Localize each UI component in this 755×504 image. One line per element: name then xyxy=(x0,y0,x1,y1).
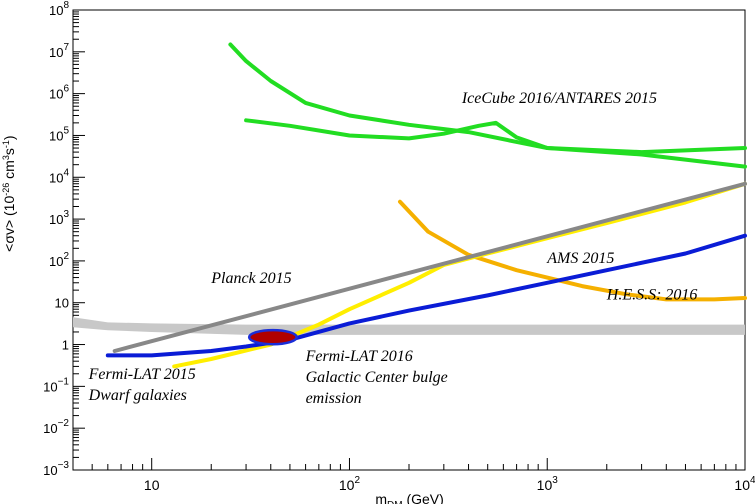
y-tick-label: 105 xyxy=(49,125,69,143)
regions-layer xyxy=(247,328,298,346)
thermal-relic-band xyxy=(73,317,745,335)
y-tick-label: 10−3 xyxy=(43,460,69,478)
bands-layer xyxy=(73,317,745,335)
y-tick-label: 108 xyxy=(49,0,69,18)
y-axis-title: <σv> (10-26 cm3s-1) xyxy=(1,135,17,251)
y-tick-label: 106 xyxy=(49,84,69,102)
y-tick-label: 10 xyxy=(55,296,69,311)
ams-2015-line xyxy=(172,181,747,369)
y-tick-label: 10−2 xyxy=(43,418,69,436)
y-tick-label: 1 xyxy=(62,338,69,353)
x-tick-label: 10 xyxy=(144,477,160,493)
x-tick-labels: 10 102 103 104 xyxy=(144,475,755,493)
x-tick-label: 104 xyxy=(734,475,755,493)
fermi-2015-label: Fermi-LAT 2015 Dwarf galaxies xyxy=(88,366,196,404)
ams-label: AMS 2015 xyxy=(546,250,614,267)
hess-label: H.E.S.S: 2016 xyxy=(606,286,698,303)
x-axis-title: mDM (GeV) xyxy=(375,491,443,504)
planck-label: Planck 2015 xyxy=(210,270,291,287)
fermi-lat-2015-line xyxy=(105,233,747,358)
planck-2015-line xyxy=(112,181,747,353)
icecube-label: IceCube 2016/ANTARES 2015 xyxy=(461,90,657,107)
y-tick-labels: 10−3 10−2 10−1 1 10 102 103 104 105 106 107 108 xyxy=(43,0,69,478)
curves-layer xyxy=(105,42,747,369)
x-tick-label: 102 xyxy=(339,475,361,493)
y-tick-label: 102 xyxy=(49,251,69,269)
hess-2016-line xyxy=(398,199,747,302)
y-tick-label: 107 xyxy=(49,42,69,60)
x-tick-label: 103 xyxy=(537,475,559,493)
axis-ticks xyxy=(72,9,746,471)
y-tick-label: 103 xyxy=(49,209,69,227)
y-tick-label: 104 xyxy=(49,167,69,185)
icecube-lower-line xyxy=(244,118,747,155)
y-tick-label: 10−1 xyxy=(43,376,69,394)
fermi-2016-label: Fermi-LAT 2016 Galactic Center bulge emiss… xyxy=(305,348,448,407)
annotations-layer: IceCube 2016/ANTARES 2015 AMS 2015 Planck … xyxy=(88,90,698,407)
fermi-lat-2016-gc xyxy=(247,328,298,346)
